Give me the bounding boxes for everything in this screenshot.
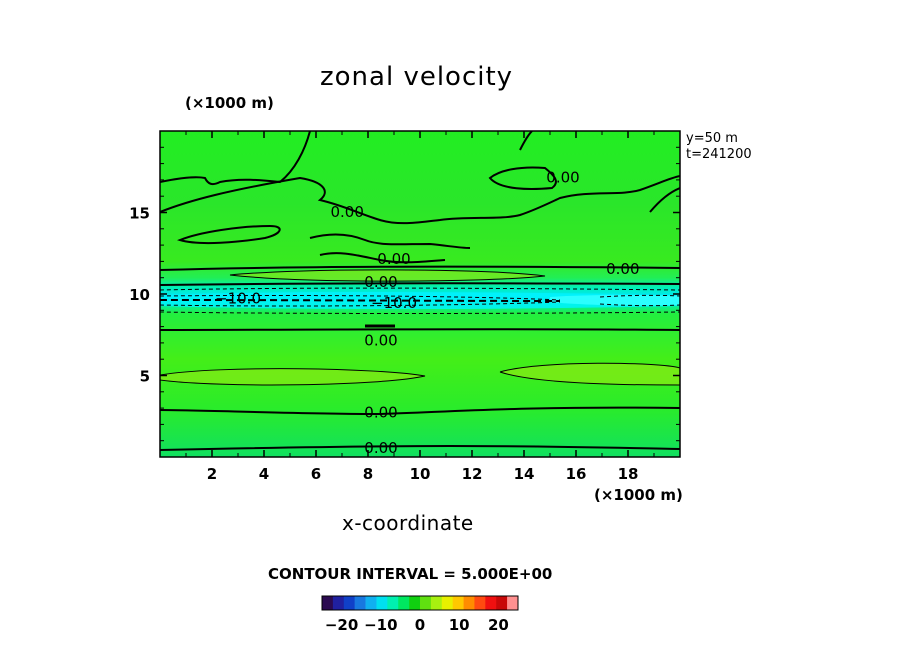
contour-line — [160, 301, 561, 307]
contour-label: 0.00 — [364, 439, 397, 457]
colorbar-tick-label: −10 — [364, 616, 397, 634]
colorbar-swatch — [507, 596, 519, 610]
y-axis: 5 10 15 — [129, 146, 680, 442]
contour-line — [160, 294, 561, 301]
y-tick-label: 5 — [140, 368, 150, 386]
x-tick-label: 14 — [514, 465, 535, 483]
positive-contours — [160, 269, 680, 386]
contour-line — [499, 362, 680, 386]
colorbar-swatch — [452, 596, 464, 610]
contour-line — [160, 131, 311, 186]
y-axis-unit: (×1000 m) — [185, 94, 274, 112]
contour-line — [160, 406, 680, 416]
colorbar-tick-label: 0 — [415, 616, 425, 634]
x-tick-label: 4 — [259, 465, 269, 483]
contour-line — [488, 166, 557, 190]
colorbar-tick-label: 10 — [449, 616, 470, 634]
contour-line — [160, 299, 561, 302]
x-tick-label: 2 — [207, 465, 217, 483]
colorbar-swatch — [441, 596, 453, 610]
contour-line — [519, 131, 533, 151]
contour-labels: 0.00 0.00 0.00 0.00 0.00 −10.0 −10.0 0.00 0.00 0.… — [215, 169, 639, 458]
colorbar-swatch — [322, 596, 334, 610]
contour-line — [319, 252, 446, 264]
y-position-label: y=50 m — [686, 131, 738, 146]
negative-contours-strong — [160, 299, 561, 302]
x-tick-label: 12 — [462, 465, 483, 483]
y-tick-label: 15 — [129, 205, 150, 223]
colorbar-swatch — [463, 596, 475, 610]
contour-line — [160, 368, 426, 386]
colorbar-swatch — [387, 596, 399, 610]
contour-line — [160, 328, 680, 331]
contour-label: −10.0 — [371, 294, 417, 312]
contour-line — [649, 187, 680, 213]
contour-label: 0.00 — [364, 332, 397, 350]
colorbar-swatch — [420, 596, 432, 610]
y-tick-label: 10 — [129, 286, 150, 304]
contour-label: −10.0 — [215, 289, 261, 307]
negative-contours — [160, 287, 680, 314]
colorbar-swatch — [485, 596, 497, 610]
contour-line — [160, 175, 680, 225]
x-axis: 2 4 6 8 10 12 14 16 18 — [185, 131, 655, 483]
positive-patch — [230, 269, 545, 282]
contour-interval: CONTOUR INTERVAL = 5.000E+00 — [268, 565, 553, 583]
contour-line — [160, 287, 680, 291]
colorbar-swatch — [365, 596, 377, 610]
contour-line — [160, 265, 680, 271]
colorbar-swatch — [398, 596, 410, 610]
contour-label: 0.00 — [546, 169, 579, 187]
contour-label: 0.00 — [606, 260, 639, 278]
x-tick-label: 16 — [566, 465, 587, 483]
contour-label: 0.00 — [364, 403, 397, 421]
colorbar-tick-label: 20 — [488, 616, 509, 634]
positive-patch — [160, 368, 425, 385]
chart-title: zonal velocity — [320, 62, 514, 92]
colorbar: −20 −10 0 10 20 — [321, 595, 519, 634]
time-label: t=241200 — [686, 147, 752, 162]
contour-line — [176, 224, 281, 245]
contour-line — [309, 233, 471, 249]
colorbar-swatch — [474, 596, 486, 610]
x-tick-label: 18 — [618, 465, 639, 483]
colorbar-swatch — [376, 596, 388, 610]
colorbar-tick-label: −20 — [325, 616, 358, 634]
x-tick-label: 6 — [311, 465, 321, 483]
colorbar-swatch — [354, 596, 366, 610]
contour-line — [160, 311, 680, 314]
contour-line — [599, 294, 680, 298]
zero-contours — [160, 131, 680, 451]
contour-label: 0.00 — [377, 250, 410, 268]
jet-core — [550, 295, 680, 306]
contour-line — [160, 282, 680, 286]
colorbar-swatch — [343, 596, 355, 610]
contour-label: 0.00 — [330, 203, 363, 221]
x-axis-unit: (×1000 m) — [594, 486, 683, 504]
x-tick-label: 8 — [363, 465, 373, 483]
colorbar-swatch — [430, 596, 443, 610]
contour-field — [160, 131, 680, 457]
plot-info: y=50 m t=241200 — [686, 131, 752, 163]
colorbar-swatch — [409, 596, 421, 610]
x-tick-label: 10 — [410, 465, 431, 483]
colorbar-swatch — [496, 596, 508, 610]
contour-label: 0.00 — [364, 273, 397, 291]
x-axis-label: x-coordinate — [342, 511, 474, 535]
colorbar-swatch — [332, 596, 345, 610]
contour-line — [229, 269, 546, 282]
contour-line — [160, 444, 680, 451]
contour-line — [599, 303, 680, 307]
colorbar-frame — [321, 595, 519, 611]
